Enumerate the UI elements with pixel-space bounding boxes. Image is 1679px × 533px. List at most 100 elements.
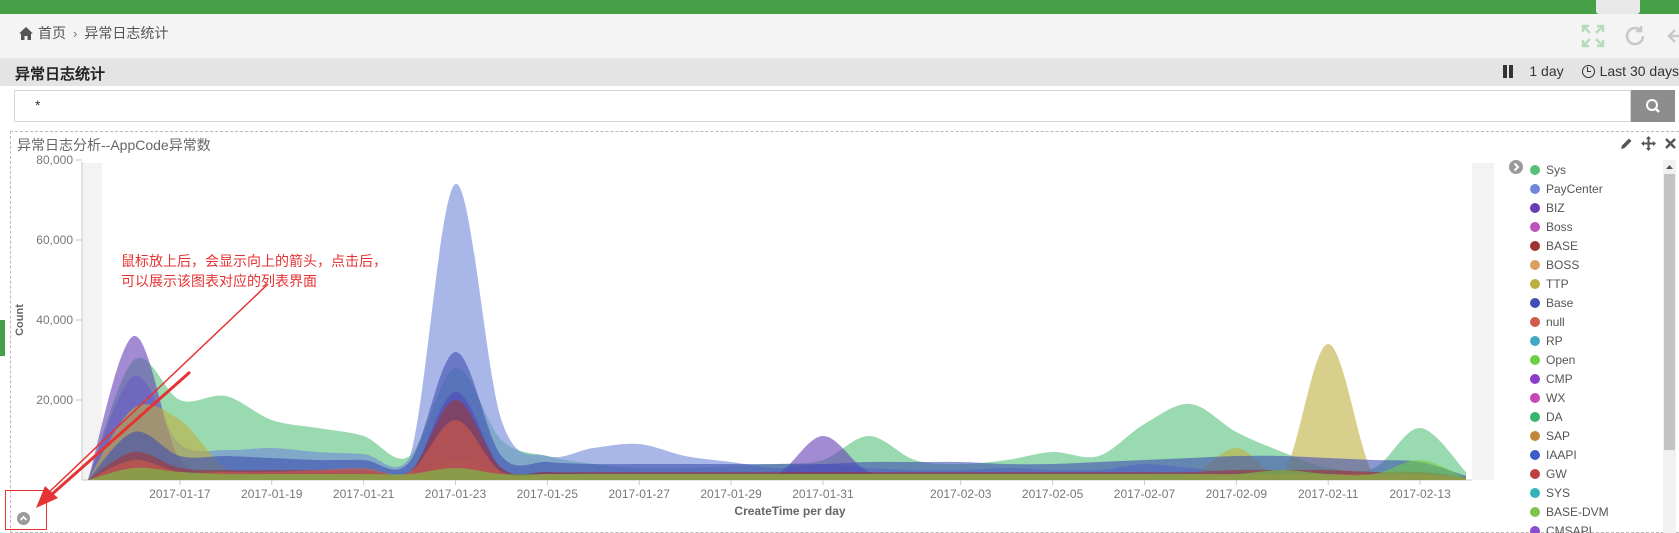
legend-item[interactable]: SYS (1530, 483, 1620, 502)
legend-item[interactable]: null (1530, 312, 1620, 331)
legend-label: Boss (1546, 219, 1573, 234)
legend-color-dot (1530, 240, 1540, 251)
legend-label: Open (1546, 352, 1576, 367)
legend-item[interactable]: WX (1530, 388, 1620, 407)
legend-item[interactable]: PayCenter (1530, 179, 1620, 198)
time-controls: 1 day Last 30 days (1502, 63, 1679, 79)
annotation-highlight-box (5, 490, 47, 530)
legend-item[interactable]: CMSAPI (1530, 521, 1620, 533)
legend-label: SYS (1546, 485, 1571, 500)
legend-color-dot (1530, 468, 1540, 479)
legend-color-dot (1530, 506, 1540, 517)
legend-item[interactable]: Sys (1530, 160, 1620, 179)
legend-item[interactable]: Boss (1530, 217, 1620, 236)
legend-label: BOSS (1546, 257, 1580, 272)
legend-item[interactable]: BASE-DVM (1530, 502, 1620, 521)
legend-label: BASE (1546, 238, 1579, 253)
legend-color-dot (1530, 202, 1540, 213)
legend-color-dot (1530, 183, 1540, 194)
legend-label: null (1546, 314, 1565, 329)
legend-item[interactable]: GW (1530, 464, 1620, 483)
x-tick-label: 2017-02-03 (930, 487, 992, 501)
breadcrumb-separator: › (73, 25, 78, 41)
legend-toggle-icon[interactable] (1509, 160, 1523, 174)
legend-label: Base (1546, 295, 1574, 310)
legend-item[interactable]: IAAPI (1530, 445, 1620, 464)
legend-item[interactable]: RP (1530, 331, 1620, 350)
legend-color-dot (1530, 221, 1540, 232)
legend-color-dot (1530, 297, 1540, 308)
x-tick-label: 2017-02-05 (1022, 487, 1084, 501)
series-area-null[interactable] (88, 420, 1466, 480)
edit-icon[interactable] (1619, 136, 1634, 151)
y-tick-label: 40,000 (36, 313, 73, 327)
close-icon[interactable] (1663, 136, 1678, 151)
chart-right-margin (1472, 163, 1494, 480)
legend-color-dot (1530, 354, 1540, 365)
series-area-base[interactable] (88, 351, 1466, 480)
legend-color-dot (1530, 316, 1540, 327)
clock-icon (1581, 64, 1595, 78)
move-icon[interactable] (1641, 136, 1656, 151)
legend-item[interactable]: Open (1530, 350, 1620, 369)
page-tools (1581, 24, 1679, 48)
legend-color-dot (1530, 392, 1540, 403)
legend-item[interactable]: CMP (1530, 369, 1620, 388)
legend-item[interactable]: DA (1530, 407, 1620, 426)
search-bar: * (14, 90, 1679, 124)
time-range-picker[interactable]: Last 30 days (1599, 63, 1679, 79)
user-avatar[interactable] (1596, 0, 1640, 14)
x-tick-label: 2017-01-29 (700, 487, 762, 501)
x-axis-title: CreateTime per day (734, 504, 845, 518)
breadcrumb-bar: 首页 › 异常日志统计 (0, 14, 1679, 59)
legend-label: BIZ (1546, 200, 1565, 215)
refresh-icon[interactable] (1623, 24, 1647, 48)
x-tick-label: 2017-02-07 (1114, 487, 1176, 501)
series-area-open[interactable] (88, 459, 1466, 480)
y-tick-label: 60,000 (36, 233, 73, 247)
legend-item[interactable]: BASE (1530, 236, 1620, 255)
legend-color-dot (1530, 335, 1540, 346)
legend-item[interactable]: BIZ (1530, 198, 1620, 217)
page-title: 异常日志统计 (15, 66, 106, 83)
annotation-note: 鼠标放上后，会显示向上的箭头，点击后， 可以展示该图表对应的列表界面 (121, 253, 387, 289)
spy-toggle-up-arrow-icon[interactable] (17, 512, 30, 525)
back-icon[interactable] (1665, 24, 1679, 48)
breadcrumb-current: 异常日志统计 (84, 25, 169, 41)
legend-item[interactable]: TTP (1530, 274, 1620, 293)
legend-color-dot (1530, 449, 1540, 460)
home-icon[interactable] (18, 26, 34, 41)
legend-item[interactable]: Base (1530, 293, 1620, 312)
side-handle[interactable] (0, 320, 5, 356)
search-input[interactable]: * (14, 90, 1631, 122)
breadcrumb: 首页 › 异常日志统计 (18, 23, 168, 43)
legend-item[interactable]: BOSS (1530, 255, 1620, 274)
chart-left-margin (82, 163, 102, 480)
legend-label: Sys (1546, 162, 1567, 177)
legend-item[interactable]: SAP (1530, 426, 1620, 445)
scroll-up-icon[interactable] (1663, 161, 1676, 173)
legend-color-dot (1530, 411, 1540, 422)
legend-scrollbar[interactable] (1663, 160, 1676, 533)
search-button[interactable] (1631, 90, 1675, 122)
panel-title: 异常日志分析--AppCode异常数 (17, 137, 211, 153)
legend-label: CMP (1546, 371, 1573, 386)
pause-icon[interactable] (1502, 64, 1515, 78)
x-tick-label: 2017-02-09 (1206, 487, 1268, 501)
chart-legend: Sys PayCenter BIZ Boss BASE BOSS TTP Base null RP… (1530, 160, 1620, 533)
legend-label: PayCenter (1546, 181, 1603, 196)
legend-label: GW (1546, 466, 1567, 481)
x-tick-label: 2017-01-31 (792, 487, 854, 501)
legend-label: IAAPI (1546, 447, 1577, 462)
breadcrumb-home-link[interactable]: 首页 (38, 25, 66, 41)
refresh-interval[interactable]: 1 day (1529, 63, 1564, 79)
x-tick-label: 2017-01-27 (609, 487, 671, 501)
x-tick-label: 2017-01-23 (425, 487, 487, 501)
x-tick-label: 2017-01-19 (241, 487, 303, 501)
fullscreen-icon[interactable] (1581, 24, 1605, 48)
scrollbar-thumb[interactable] (1664, 174, 1675, 450)
legend-label: RP (1546, 333, 1563, 348)
legend-label: SAP (1546, 428, 1571, 443)
legend-color-dot (1530, 430, 1540, 441)
